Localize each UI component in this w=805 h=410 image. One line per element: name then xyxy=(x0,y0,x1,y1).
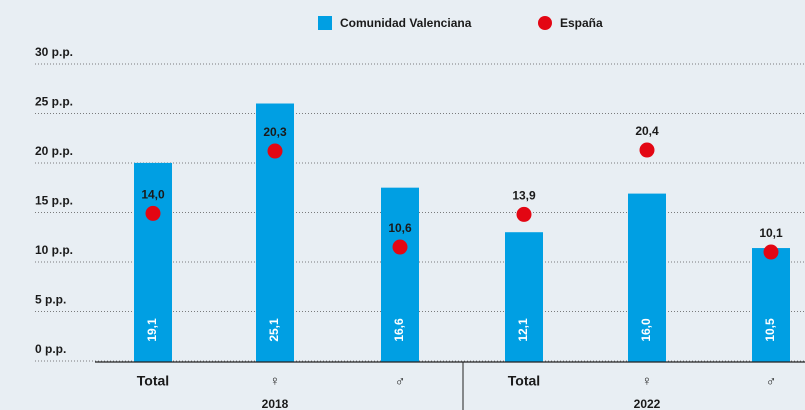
bar-value-label: 12,1 xyxy=(516,318,530,342)
dot xyxy=(639,142,655,158)
x-tick-label: Total xyxy=(508,373,540,389)
bar-value-label: 16,0 xyxy=(639,318,653,342)
x-tick-label: ♀ xyxy=(270,373,281,389)
bar-value-label: 16,6 xyxy=(392,318,406,342)
x-tick-label: ♂ xyxy=(395,373,406,389)
dot-value-label: 10,1 xyxy=(759,226,783,240)
y-tick-label: 20 p.p. xyxy=(35,144,73,158)
x-tick-label: ♂ xyxy=(766,373,777,389)
group-label: 2018 xyxy=(262,397,289,410)
dot xyxy=(392,239,408,255)
y-tick-label: 30 p.p. xyxy=(35,45,73,59)
group-label: 2022 xyxy=(634,397,661,410)
dot xyxy=(516,206,532,222)
bar xyxy=(505,232,543,362)
legend-label: Comunidad Valenciana xyxy=(340,16,472,30)
dot-value-label: 20,3 xyxy=(263,125,287,139)
y-tick-label: 5 p.p. xyxy=(35,293,66,307)
bar xyxy=(134,162,172,362)
bar-value-label: 10,5 xyxy=(763,318,777,342)
y-tick-label: 10 p.p. xyxy=(35,243,73,257)
dot xyxy=(267,143,283,159)
dot-value-label: 14,0 xyxy=(141,188,165,202)
bar xyxy=(381,187,419,362)
dot-value-label: 10,6 xyxy=(388,221,412,235)
y-tick-label: 15 p.p. xyxy=(35,194,73,208)
bar-value-label: 19,1 xyxy=(145,318,159,342)
y-tick-label: 0 p.p. xyxy=(35,342,66,356)
dot xyxy=(763,244,779,260)
dot xyxy=(145,205,161,221)
bar xyxy=(628,193,666,362)
x-tick-label: Total xyxy=(137,373,169,389)
bar-value-label: 25,1 xyxy=(267,318,281,342)
legend-swatch xyxy=(318,16,332,30)
legend-label: España xyxy=(560,16,603,30)
y-tick-label: 25 p.p. xyxy=(35,95,73,109)
dot-value-label: 13,9 xyxy=(512,189,536,203)
dot-value-label: 20,4 xyxy=(635,124,659,138)
legend-swatch xyxy=(538,16,552,30)
x-tick-label: ♀ xyxy=(642,373,653,389)
bar xyxy=(752,248,790,362)
